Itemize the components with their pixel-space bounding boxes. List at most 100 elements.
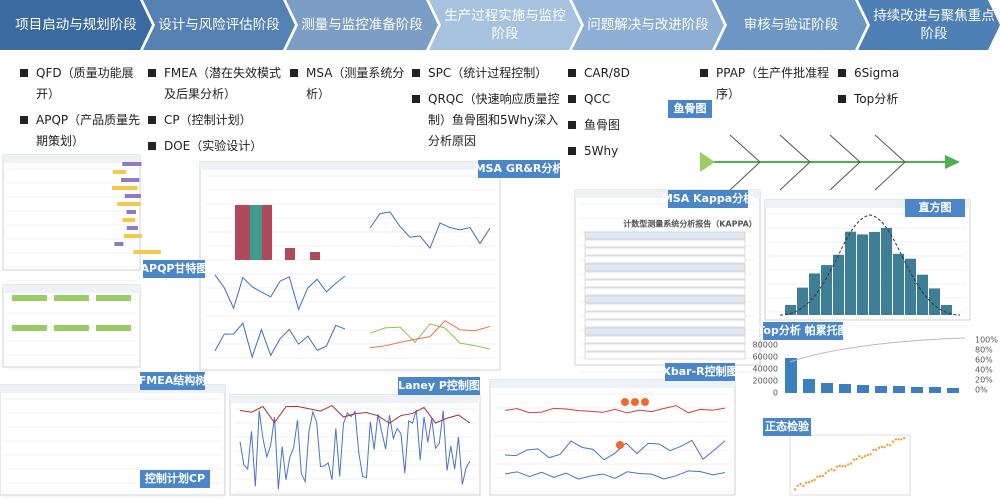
normal-dot: [819, 475, 822, 478]
pareto-bar: [911, 387, 923, 393]
normal-dot: [824, 471, 827, 475]
hist-curve: [779, 214, 961, 316]
kappa-cell: [584, 335, 746, 344]
pareto-right-tick: 100%: [975, 336, 998, 345]
normal-dot: [833, 469, 836, 472]
panel-label: Xbar-R控制图: [662, 364, 737, 378]
decor-line: [214, 274, 346, 311]
stage-items: MSA（测量系统分析）: [290, 63, 405, 110]
stage-chevron: [715, 0, 867, 50]
hist-bar: [881, 227, 892, 315]
normal-dot: [883, 446, 886, 449]
panel-label: FMEA结构树: [139, 373, 207, 387]
normal-dot: [861, 456, 864, 459]
pareto-bar: [785, 358, 797, 393]
kappa-cell: [584, 255, 746, 264]
bullet-item: FMEA（潜在失效模式及后果分析）: [148, 63, 288, 105]
gantt-bar: [111, 186, 138, 190]
stage-chevron: [0, 0, 152, 50]
normal-dot: [810, 479, 813, 483]
kappa-cell: [584, 311, 746, 320]
gantt-bar: [121, 178, 140, 182]
kappa-cell: [584, 287, 746, 296]
panel-label: MSA Kappa分析: [662, 191, 754, 205]
bullet-item: CAR/8D: [568, 63, 688, 84]
gantt-bar: [124, 194, 141, 198]
gantt-bar: [117, 202, 141, 206]
bullet-item: 6Sigma: [838, 63, 978, 84]
panel-label: Laney P控制图: [398, 378, 480, 392]
fish-bone: [874, 134, 906, 163]
decor-line: [369, 211, 491, 250]
panel-tag: [140, 470, 210, 488]
normal-dot: [886, 443, 889, 446]
stage-chevron: [286, 0, 438, 50]
panel-tag: [763, 322, 843, 340]
tree-node: [12, 325, 47, 331]
decor-line: [239, 404, 471, 424]
decor-bar: [285, 248, 295, 260]
stage-title: 测量与监控准备阶段: [301, 17, 423, 33]
kappa-cell: [584, 295, 746, 304]
screenshot-bar: [200, 162, 500, 170]
normal-dot: [903, 436, 906, 440]
normal-dot: [849, 462, 853, 465]
hist-bar: [929, 288, 940, 315]
hist-bar: [869, 231, 880, 315]
tree-node: [96, 295, 131, 301]
normal-dot: [838, 464, 841, 468]
panel-label: Top分析 帕累托图: [757, 323, 848, 337]
normal-dot: [866, 453, 869, 457]
hist-bar: [785, 305, 796, 315]
screenshot: [2, 154, 141, 271]
screenshot-bar: [3, 285, 140, 293]
stage-items: SPC（统计过程控制） QRQC（快速响应质量控制）鱼骨图和5Why深入分析原因: [412, 63, 562, 157]
normal-dot: [863, 454, 867, 458]
stage-chevron: [143, 0, 295, 50]
decor-dot: [641, 398, 649, 406]
hist-bar: [941, 305, 952, 315]
normal-dot: [813, 478, 816, 482]
bullet-item: Top分析: [838, 89, 978, 110]
stage-items: CAR/8D QCC 鱼骨图 5Why: [568, 63, 688, 167]
pareto-right-tick: 40%: [975, 366, 993, 375]
stage-items: 6Sigma Top分析: [838, 63, 978, 115]
gantt-bar: [133, 250, 161, 254]
pareto-bar: [803, 379, 815, 393]
normal-dot: [900, 438, 903, 441]
fish-bone: [829, 161, 861, 191]
tree-node: [96, 325, 131, 331]
normal-dot: [869, 453, 872, 456]
normal-dot: [847, 463, 850, 466]
screenshot-bar: [3, 155, 140, 163]
kappa-cell: [584, 271, 746, 280]
hist-bar: [845, 231, 856, 315]
bullet-item: MSA（测量系统分析）: [290, 63, 405, 105]
kappa-cell: [584, 239, 746, 248]
bullet-item: APQP（产品质量先期策划）: [20, 110, 148, 152]
fish-bone: [829, 134, 861, 163]
kappa-cell: [584, 303, 746, 312]
panel-tag: [665, 363, 735, 381]
panel-tag: [398, 377, 480, 395]
pareto-bar: [875, 386, 887, 393]
pareto-right-tick: 80%: [975, 346, 993, 355]
decor-bar: [310, 252, 320, 260]
normal-dot: [802, 484, 805, 488]
panel-tag: [668, 100, 712, 118]
pareto-bar: [839, 384, 851, 393]
fish-bone: [779, 134, 811, 163]
hist-bar: [821, 265, 832, 315]
bullet-item: PPAP（生产件批准程序）: [700, 63, 835, 105]
screenshot: [229, 394, 481, 496]
hist-bar: [905, 258, 916, 315]
gantt-bar: [112, 170, 126, 174]
decor-dot: [616, 441, 624, 449]
kappa-heading: 计数型测量系统分析报告（KAPPA）: [623, 219, 757, 229]
stage-title: 项目启动与规划阶段: [15, 17, 137, 33]
decor-bar: [250, 205, 264, 260]
pareto-right-tick: 20%: [975, 376, 993, 385]
gantt-bar: [126, 210, 136, 214]
kappa-cell: [584, 343, 746, 352]
fish-bone: [729, 134, 761, 163]
